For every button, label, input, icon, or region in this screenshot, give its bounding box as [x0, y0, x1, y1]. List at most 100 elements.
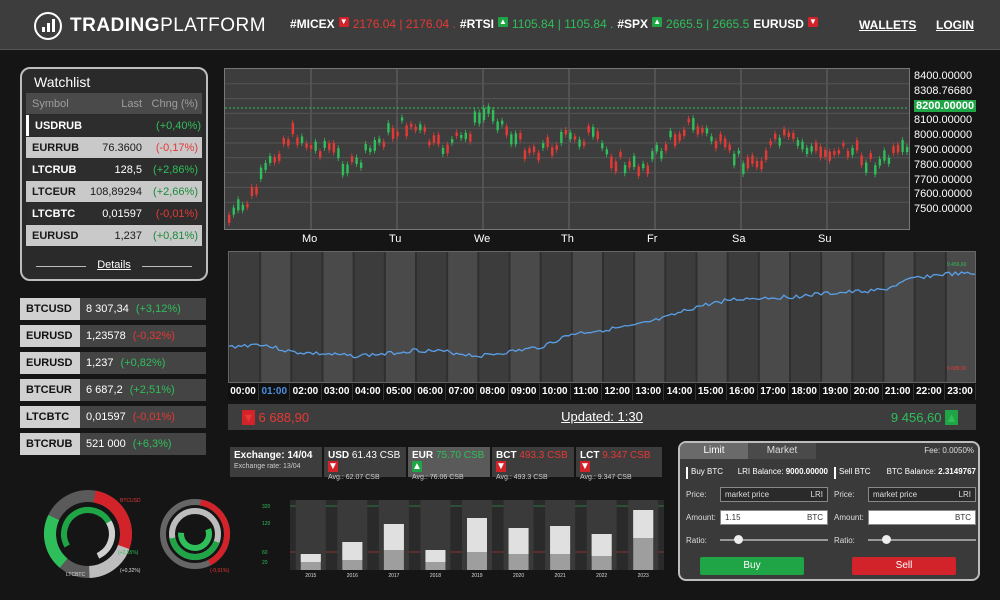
candle — [546, 134, 549, 150]
candle — [714, 138, 718, 152]
exchange-item[interactable]: USD 61.43 CSB ▼ Avg.: 62.07 CSB — [324, 447, 406, 481]
row-symbol: USDRUB — [35, 119, 83, 132]
time-tick[interactable]: 05:00 — [384, 384, 416, 400]
exchange-item[interactable]: EUR 75.70 CSB ▲ Avg.: 76.06 CSB — [408, 447, 490, 481]
time-tick[interactable]: 16:00 — [727, 384, 758, 400]
sell-price-input[interactable]: market price LRI — [868, 486, 976, 502]
details-link[interactable]: Details — [22, 259, 206, 271]
buy-amount-input[interactable]: 1.15 BTC — [720, 509, 828, 525]
time-tick[interactable]: 22:00 — [914, 384, 945, 400]
quote-symbol: EURUSD — [20, 352, 80, 374]
exchange-title: Exchange: 14/04 — [234, 450, 313, 461]
quote-row[interactable]: EURUSD 1,23578 (-0,32%) — [20, 325, 206, 347]
time-tick[interactable]: 18:00 — [789, 384, 821, 400]
sell-button[interactable]: Sell — [852, 557, 956, 575]
row-change: (+0,81%) — [153, 229, 198, 242]
time-tick[interactable]: 08:00 — [477, 384, 509, 400]
quote-row[interactable]: EURUSD 1,237 (+0,82%) — [20, 352, 206, 374]
quote-row[interactable]: BTCUSD 8 307,34 (+3,12%) — [20, 298, 206, 320]
sell-title: Sell BTC — [839, 467, 871, 476]
watchlist-row[interactable]: LTCEUR 108,89294 (+2,66%) — [26, 181, 202, 202]
candle — [564, 126, 568, 138]
time-tick[interactable]: 17:00 — [758, 384, 790, 400]
time-tick[interactable]: 11:00 — [571, 384, 603, 400]
price-highlight: 8200.00000 — [914, 99, 977, 112]
col-symbol[interactable]: Symbol — [32, 97, 69, 110]
bar-top — [383, 524, 404, 550]
intraday-line-chart[interactable]: 9 456,60 6 688,90 — [228, 251, 976, 383]
price-tick: 7700.00000 — [914, 173, 973, 186]
chart-logo-icon — [34, 12, 62, 40]
buy-ratio-slider[interactable] — [720, 535, 828, 544]
candle — [391, 125, 395, 142]
time-tick[interactable]: 00:00 — [228, 384, 260, 400]
quote-row[interactable]: BTCEUR 6 687,2 (+2,51%) — [20, 379, 206, 401]
watchlist-row[interactable]: EURUSD 1,237 (+0,81%) — [26, 225, 202, 246]
tab-limit[interactable]: Limit — [680, 443, 748, 459]
time-tick[interactable]: 09:00 — [509, 384, 540, 400]
candle — [514, 130, 518, 148]
time-tick[interactable]: 02:00 — [290, 384, 322, 400]
tab-market[interactable]: Market — [748, 443, 816, 459]
candle — [428, 138, 431, 149]
row-change: (-0,01%) — [155, 207, 198, 220]
sell-ratio-slider[interactable] — [868, 535, 976, 544]
candle — [828, 148, 831, 164]
buy-price-input[interactable]: market price LRI — [720, 486, 828, 502]
login-link[interactable]: LOGIN — [936, 18, 974, 32]
exchange-item[interactable]: BCT 493.3 CSB ▼ Avg.: 493.3 CSB — [492, 447, 574, 481]
candle — [824, 146, 827, 160]
candle — [792, 129, 795, 142]
candle — [328, 140, 331, 154]
time-tick[interactable]: 21:00 — [883, 384, 914, 400]
time-tick[interactable]: 15:00 — [696, 384, 727, 400]
quote-change: (+6,3%) — [132, 438, 172, 450]
time-tick[interactable]: 20:00 — [851, 384, 883, 400]
candle — [369, 145, 372, 155]
ticker-symbol: EURUSD — [753, 17, 804, 31]
candle — [619, 148, 622, 160]
watchlist-row[interactable]: LTCRUB 128,5 (+2,86%) — [26, 159, 202, 180]
time-tick[interactable]: 10:00 — [540, 384, 571, 400]
logo[interactable]: TRADINGPLATFORM — [34, 12, 266, 40]
time-tick[interactable]: 03:00 — [322, 384, 353, 400]
time-tick[interactable]: 23:00 — [945, 384, 977, 400]
row-change: (-0,17%) — [155, 141, 198, 154]
time-tick[interactable]: 19:00 — [820, 384, 852, 400]
time-tick[interactable]: 12:00 — [602, 384, 634, 400]
watchlist-row[interactable]: LTCBTC 0,01597 (-0,01%) — [26, 203, 202, 224]
buy-title: Buy BTC — [691, 467, 724, 476]
time-tick[interactable]: 04:00 — [353, 384, 384, 400]
sell-form: Sell BTC BTC Balance: 2.3149767 Price: mar… — [834, 467, 976, 545]
time-tick[interactable]: 13:00 — [633, 384, 665, 400]
candle — [892, 143, 895, 157]
watchlist-row[interactable]: EURRUB 76.3600 (-0,17%) — [26, 137, 202, 158]
row-last: 76.3600 — [102, 141, 142, 154]
logo-light: PLATFORM — [160, 15, 267, 36]
time-tick-selected[interactable]: 01:00 — [259, 384, 291, 400]
candle — [855, 137, 859, 154]
exchange-item[interactable]: LCT 9.347 CSB ▼ Avg.: 9.347 CSB — [576, 447, 662, 481]
candlestick-chart[interactable] — [224, 68, 910, 230]
quote-row[interactable]: BTCRUB 521 000 (+6,3%) — [20, 433, 206, 455]
sell-amount-input[interactable]: BTC — [868, 509, 976, 525]
yearly-bar-chart[interactable]: 320 120 60 20 2015 2016 2017 2018 2019 2020 2021 20… — [262, 500, 670, 580]
time-tick[interactable]: 07:00 — [446, 384, 478, 400]
col-change[interactable]: Chng (%) — [151, 97, 198, 110]
row-symbol: LTCBTC — [32, 207, 76, 220]
time-tick[interactable]: 14:00 — [664, 384, 696, 400]
chart-high-label: 9 456,60 — [947, 262, 967, 268]
time-tick[interactable]: 06:00 — [415, 384, 447, 400]
watchlist-row[interactable]: USDRUB (+0,40%) — [26, 115, 202, 136]
quote-row[interactable]: LTCBTC 0,01597 (-0,01%) — [20, 406, 206, 428]
quote-change: (-0,01%) — [132, 411, 175, 423]
lri-balance: 9000.00000 — [785, 467, 828, 476]
updated-link[interactable]: Updated: 1:30 — [561, 409, 643, 424]
bar-y-tick: 20 — [262, 560, 268, 566]
wallets-link[interactable]: WALLETS — [859, 18, 917, 32]
buy-button[interactable]: Buy — [700, 557, 804, 575]
candle — [246, 200, 249, 211]
quote-symbol: EURUSD — [20, 325, 80, 347]
candle — [268, 153, 272, 166]
col-last[interactable]: Last — [121, 97, 142, 110]
